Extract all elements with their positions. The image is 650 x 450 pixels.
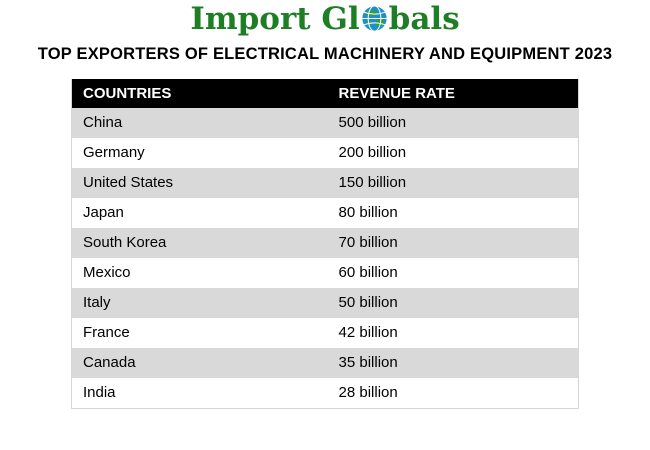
revenue-cell: 80 billion bbox=[338, 204, 398, 222]
revenue-cell: 60 billion bbox=[338, 264, 398, 282]
table-row: Canada 35 billion bbox=[72, 347, 578, 378]
country-cell: Mexico bbox=[83, 264, 131, 282]
table-row: Mexico 60 billion bbox=[72, 257, 578, 288]
table-row: Germany 200 billion bbox=[72, 137, 578, 168]
exporters-table: COUNTRIES REVENUE RATE China 500 billion… bbox=[71, 78, 579, 409]
logo-text-left: Import Gl bbox=[190, 1, 360, 37]
country-cell: Italy bbox=[83, 294, 111, 312]
revenue-cell: 35 billion bbox=[338, 354, 398, 372]
country-cell: India bbox=[83, 384, 116, 402]
country-cell: Canada bbox=[83, 354, 136, 372]
page-title: TOP EXPORTERS OF ELECTRICAL MACHINERY AN… bbox=[37, 44, 613, 63]
country-cell: United States bbox=[83, 174, 174, 192]
table-row: Japan 80 billion bbox=[72, 197, 578, 228]
country-cell: France bbox=[83, 324, 130, 342]
globe-icon bbox=[361, 5, 388, 32]
table-row: China 500 billion bbox=[72, 107, 578, 138]
revenue-cell: 28 billion bbox=[338, 384, 398, 402]
table-row: Italy 50 billion bbox=[72, 287, 578, 318]
revenue-cell: 200 billion bbox=[338, 144, 407, 162]
table-row: India 28 billion bbox=[72, 377, 578, 408]
country-cell: Japan bbox=[83, 204, 124, 222]
revenue-cell: 50 billion bbox=[338, 294, 398, 312]
table-row: United States 150 billion bbox=[72, 167, 578, 198]
logo-text-right: bals bbox=[388, 1, 460, 37]
table-header-row: COUNTRIES REVENUE RATE bbox=[72, 78, 578, 108]
revenue-cell: 70 billion bbox=[338, 234, 398, 252]
revenue-column-header: REVENUE RATE bbox=[338, 84, 455, 102]
logo: Import Gl bals bbox=[0, 1, 650, 38]
country-cell: South Korea bbox=[83, 234, 167, 252]
country-cell: Germany bbox=[83, 144, 145, 162]
table-row: France 42 billion bbox=[72, 317, 578, 348]
revenue-cell: 42 billion bbox=[338, 324, 398, 342]
country-cell: China bbox=[83, 114, 123, 132]
table-row: South Korea 70 billion bbox=[72, 227, 578, 258]
revenue-cell: 150 billion bbox=[338, 174, 407, 192]
countries-column-header: COUNTRIES bbox=[83, 84, 172, 102]
revenue-cell: 500 billion bbox=[338, 114, 407, 132]
